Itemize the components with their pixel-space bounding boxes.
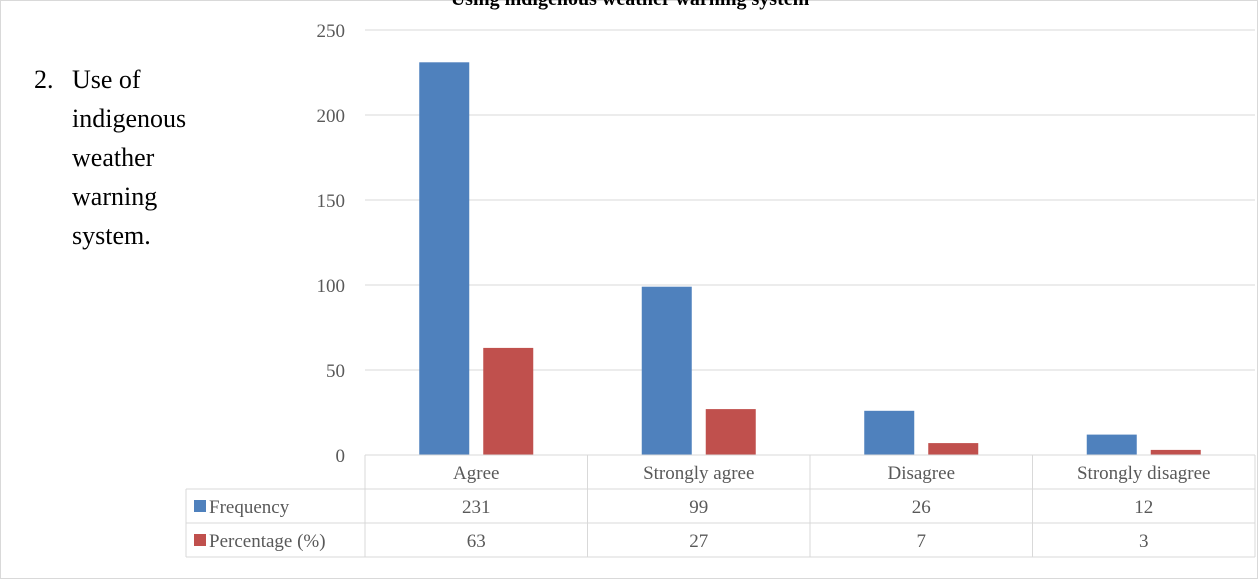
side-note-line: indigenous [72, 104, 187, 133]
y-tick-label: 100 [317, 276, 346, 297]
legend-key [194, 534, 206, 546]
bar [419, 62, 470, 456]
table-value: 7 [917, 531, 927, 552]
category-label: Strongly disagree [1077, 463, 1211, 484]
table-value: 3 [1139, 531, 1149, 552]
bar [705, 409, 756, 455]
legend-key [194, 500, 206, 512]
side-note-line: Use of [72, 65, 141, 94]
side-note-line: system. [72, 221, 151, 250]
y-tick-label: 200 [317, 106, 346, 127]
legend-label: Frequency [209, 497, 290, 518]
bar [1086, 434, 1137, 455]
y-tick-label: 250 [317, 21, 346, 42]
category-label: Strongly agree [643, 463, 754, 484]
table-value: 27 [689, 531, 708, 552]
side-note: 2. Use of indigenous weather warning sys… [34, 60, 186, 255]
table-value: 63 [467, 531, 486, 552]
legend-label: Percentage (%) [209, 531, 326, 552]
bar [483, 347, 534, 455]
bar [864, 410, 915, 455]
y-tick-label: 0 [336, 446, 346, 467]
side-note-line: warning [72, 182, 158, 211]
side-note-line: weather [72, 143, 155, 172]
y-tick-label: 150 [317, 191, 346, 212]
table-value: 12 [1134, 497, 1153, 518]
bar [928, 443, 979, 455]
bar [641, 286, 692, 455]
bar [1150, 449, 1201, 455]
table-value: 26 [912, 497, 931, 518]
table-value: 99 [689, 497, 708, 518]
category-label: Agree [453, 463, 499, 484]
table-value: 231 [462, 497, 491, 518]
side-note-number: 2. [34, 65, 54, 94]
category-label: Disagree [887, 463, 955, 484]
y-tick-label: 50 [326, 361, 345, 382]
page-title: Using indigenous weather warning system [0, 0, 1260, 11]
